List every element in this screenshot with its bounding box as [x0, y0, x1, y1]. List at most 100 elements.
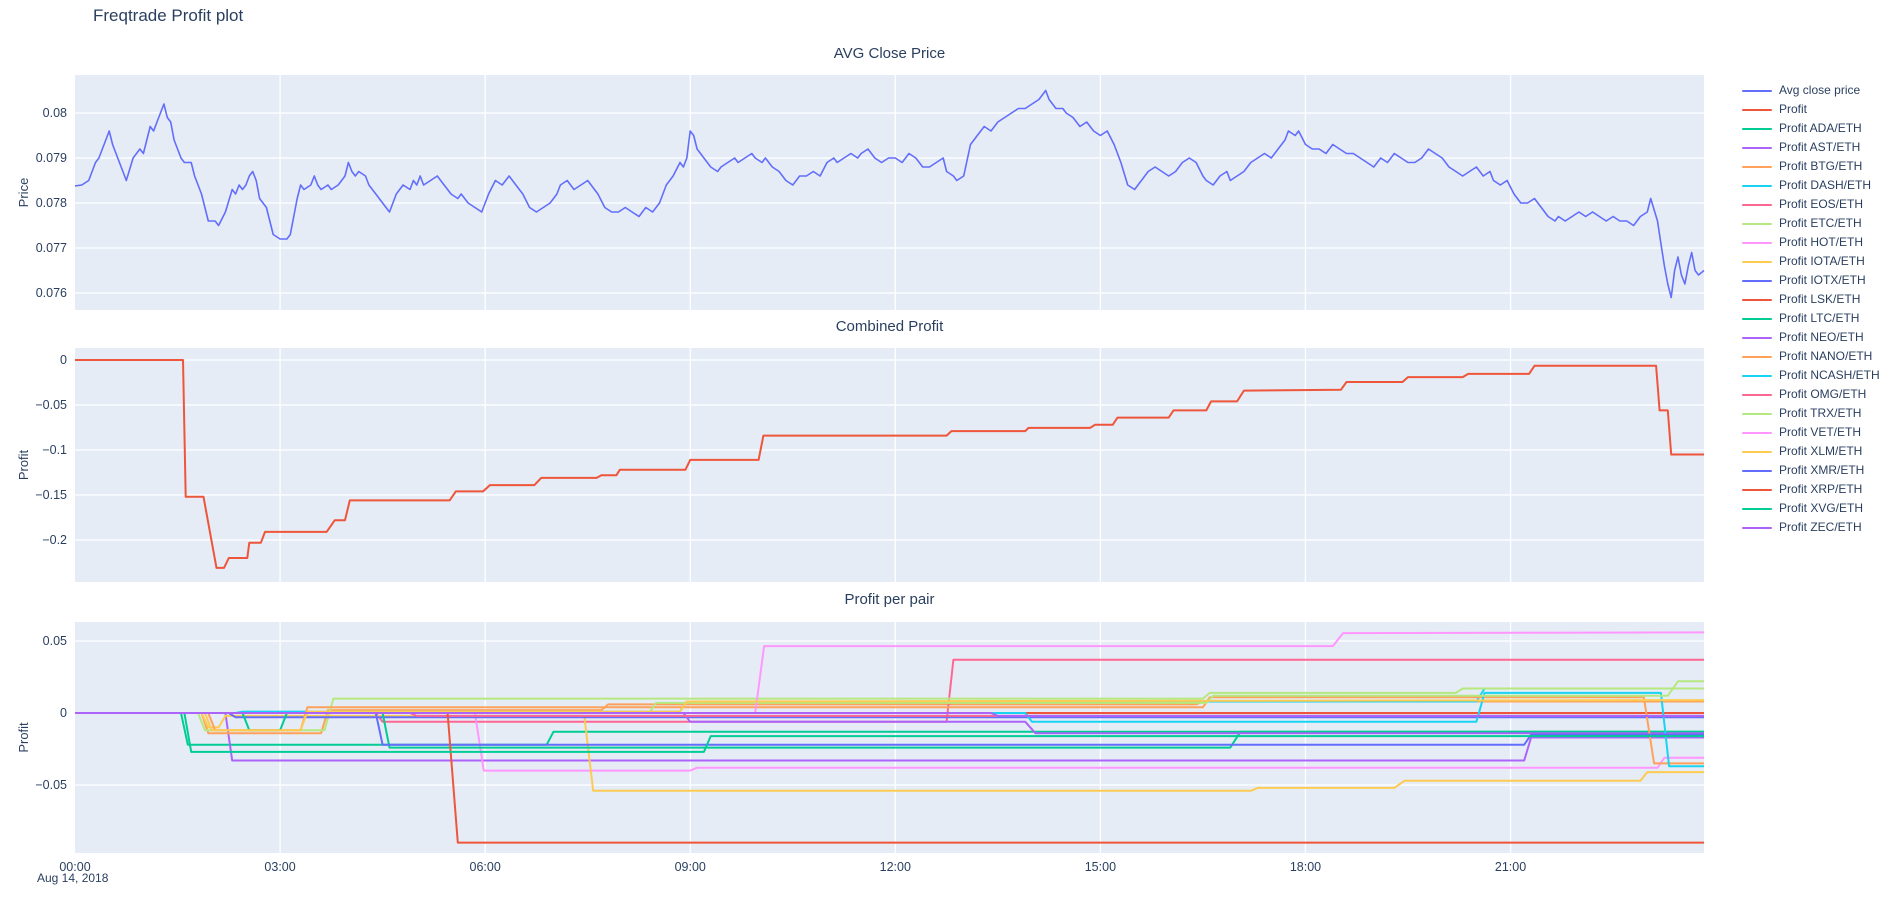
plot-area[interactable] [75, 348, 1704, 582]
legend-label: Profit ADA/ETH [1779, 121, 1862, 135]
legend-line-swatch [1742, 507, 1772, 510]
series-line-profit-ncash-eth [75, 691, 1704, 768]
x-tick-label: 21:00 [1495, 860, 1526, 874]
legend-label: Profit EOS/ETH [1779, 197, 1864, 211]
series-line-profit [75, 359, 1704, 569]
legend-line-swatch [1742, 374, 1772, 377]
legend-item-profit-ltc-eth[interactable]: Profit LTC/ETH [1742, 309, 1880, 328]
y-axis-title: Price [16, 178, 31, 208]
y-tick-label: 0.077 [36, 241, 67, 255]
series-line-profit-hot-eth [75, 712, 1704, 772]
legend-line-swatch [1742, 488, 1772, 491]
legend-label: Profit ZEC/ETH [1779, 520, 1862, 534]
legend-item-profit-dash-eth[interactable]: Profit DASH/ETH [1742, 176, 1880, 195]
legend-line-swatch [1742, 393, 1772, 396]
series-line-profit-xlm-eth [75, 699, 1705, 732]
legend-item-profit-zec-eth[interactable]: Profit ZEC/ETH [1742, 518, 1880, 537]
legend-item-profit-omg-eth[interactable]: Profit OMG/ETH [1742, 385, 1880, 404]
legend-item-profit-btg-eth[interactable]: Profit BTG/ETH [1742, 157, 1880, 176]
x-tick-label: 06:00 [470, 860, 501, 874]
legend-item-profit-ast-eth[interactable]: Profit AST/ETH [1742, 138, 1880, 157]
legend-line-swatch [1742, 355, 1772, 358]
legend-item-profit-lsk-eth[interactable]: Profit LSK/ETH [1742, 290, 1880, 309]
legend-item-profit-xrp-eth[interactable]: Profit XRP/ETH [1742, 480, 1880, 499]
y-tick-label: 0.05 [43, 634, 67, 648]
legend-label: Profit ETC/ETH [1779, 216, 1862, 230]
legend-label: Profit NANO/ETH [1779, 349, 1873, 363]
x-tick-label: 00:00 [59, 860, 90, 874]
legend-item-profit-xmr-eth[interactable]: Profit XMR/ETH [1742, 461, 1880, 480]
legend-label: Profit HOT/ETH [1779, 235, 1864, 249]
legend-line-swatch [1742, 298, 1772, 301]
legend-item-profit-vet-eth[interactable]: Profit VET/ETH [1742, 423, 1880, 442]
legend-line-swatch [1742, 336, 1772, 339]
y-tick-label: −0.15 [35, 488, 67, 502]
y-tick-label: −0.05 [35, 778, 67, 792]
legend-line-swatch [1742, 279, 1772, 282]
legend-item-profit-eos-eth[interactable]: Profit EOS/ETH [1742, 195, 1880, 214]
x-tick-label: 12:00 [880, 860, 911, 874]
legend-line-swatch [1742, 317, 1772, 320]
legend-item-profit-iota-eth[interactable]: Profit IOTA/ETH [1742, 252, 1880, 271]
legend-item-profit-trx-eth[interactable]: Profit TRX/ETH [1742, 404, 1880, 423]
legend-item-profit-etc-eth[interactable]: Profit ETC/ETH [1742, 214, 1880, 233]
legend-label: Profit IOTX/ETH [1779, 273, 1866, 287]
legend-line-swatch [1742, 108, 1772, 111]
legend-line-swatch [1742, 127, 1772, 130]
legend-item-profit-hot-eth[interactable]: Profit HOT/ETH [1742, 233, 1880, 252]
legend-label: Profit LTC/ETH [1779, 311, 1860, 325]
subplot-title: AVG Close Price [834, 45, 945, 62]
y-tick-label: 0 [60, 353, 67, 367]
legend-label: Profit XRP/ETH [1779, 482, 1863, 496]
subplot-avg-close-price: 0.08 0.079 0.078 0.077 0.076 AVG Close Price P… [16, 45, 1705, 310]
subplot-title: Combined Profit [836, 318, 944, 335]
y-tick-label: −0.05 [35, 398, 67, 412]
y-tick-label: 0.076 [36, 286, 67, 300]
legend-line-swatch [1742, 469, 1772, 472]
subplot-profit-per-pair: 0.05 0 −0.05 Profit per pair Profit [16, 591, 1705, 853]
legend-line-swatch [1742, 241, 1772, 244]
legend-line-swatch [1742, 222, 1772, 225]
legend-item-profit-iotx-eth[interactable]: Profit IOTX/ETH [1742, 271, 1880, 290]
y-tick-label: −0.1 [42, 443, 67, 457]
plot-area[interactable] [75, 75, 1704, 310]
y-axis-title: Profit [16, 449, 31, 480]
legend-item-profit[interactable]: Profit [1742, 100, 1880, 119]
legend-line-swatch [1742, 526, 1772, 529]
x-axis-date-label: Aug 14, 2018 [37, 871, 109, 885]
y-tick-label: 0.08 [43, 106, 67, 120]
figure-title: Freqtrade Profit plot [93, 6, 244, 25]
legend-line-swatch [1742, 203, 1772, 206]
legend-label: Profit XMR/ETH [1779, 463, 1865, 477]
legend-item-profit-xvg-eth[interactable]: Profit XVG/ETH [1742, 499, 1880, 518]
legend-item-profit-nano-eth[interactable]: Profit NANO/ETH [1742, 347, 1880, 366]
x-tick-label: 18:00 [1290, 860, 1321, 874]
series-line-profit-etc-eth [75, 687, 1704, 732]
legend-label: Profit LSK/ETH [1779, 292, 1861, 306]
legend-label: Profit TRX/ETH [1779, 406, 1862, 420]
legend-line-swatch [1742, 260, 1772, 263]
legend-label: Profit XLM/ETH [1779, 444, 1863, 458]
series-line-avg-close-price [74, 89, 1705, 299]
legend-line-swatch [1742, 412, 1772, 415]
x-tick-label: 03:00 [264, 860, 295, 874]
legend-line-swatch [1742, 146, 1772, 149]
legend-line-swatch [1742, 431, 1772, 434]
series-line-profit-zec-eth [75, 712, 1704, 717]
legend-item-profit-xlm-eth[interactable]: Profit XLM/ETH [1742, 442, 1880, 461]
legend-item-profit-ada-eth[interactable]: Profit ADA/ETH [1742, 119, 1880, 138]
legend-item-profit-neo-eth[interactable]: Profit NEO/ETH [1742, 328, 1880, 347]
legend-item-profit-ncash-eth[interactable]: Profit NCASH/ETH [1742, 366, 1880, 385]
legend-label: Profit NCASH/ETH [1779, 368, 1880, 382]
legend-label: Profit AST/ETH [1779, 140, 1861, 154]
plot-area[interactable] [75, 622, 1704, 853]
y-tick-label: 0.078 [36, 196, 67, 210]
legend-line-swatch [1742, 184, 1772, 187]
legend-label: Profit VET/ETH [1779, 425, 1862, 439]
legend-line-swatch [1742, 89, 1772, 92]
y-axis-title: Profit [16, 722, 31, 753]
legend-item-avg-close-price[interactable]: Avg close price [1742, 81, 1880, 100]
legend-line-swatch [1742, 165, 1772, 168]
legend-line-swatch [1742, 450, 1772, 453]
